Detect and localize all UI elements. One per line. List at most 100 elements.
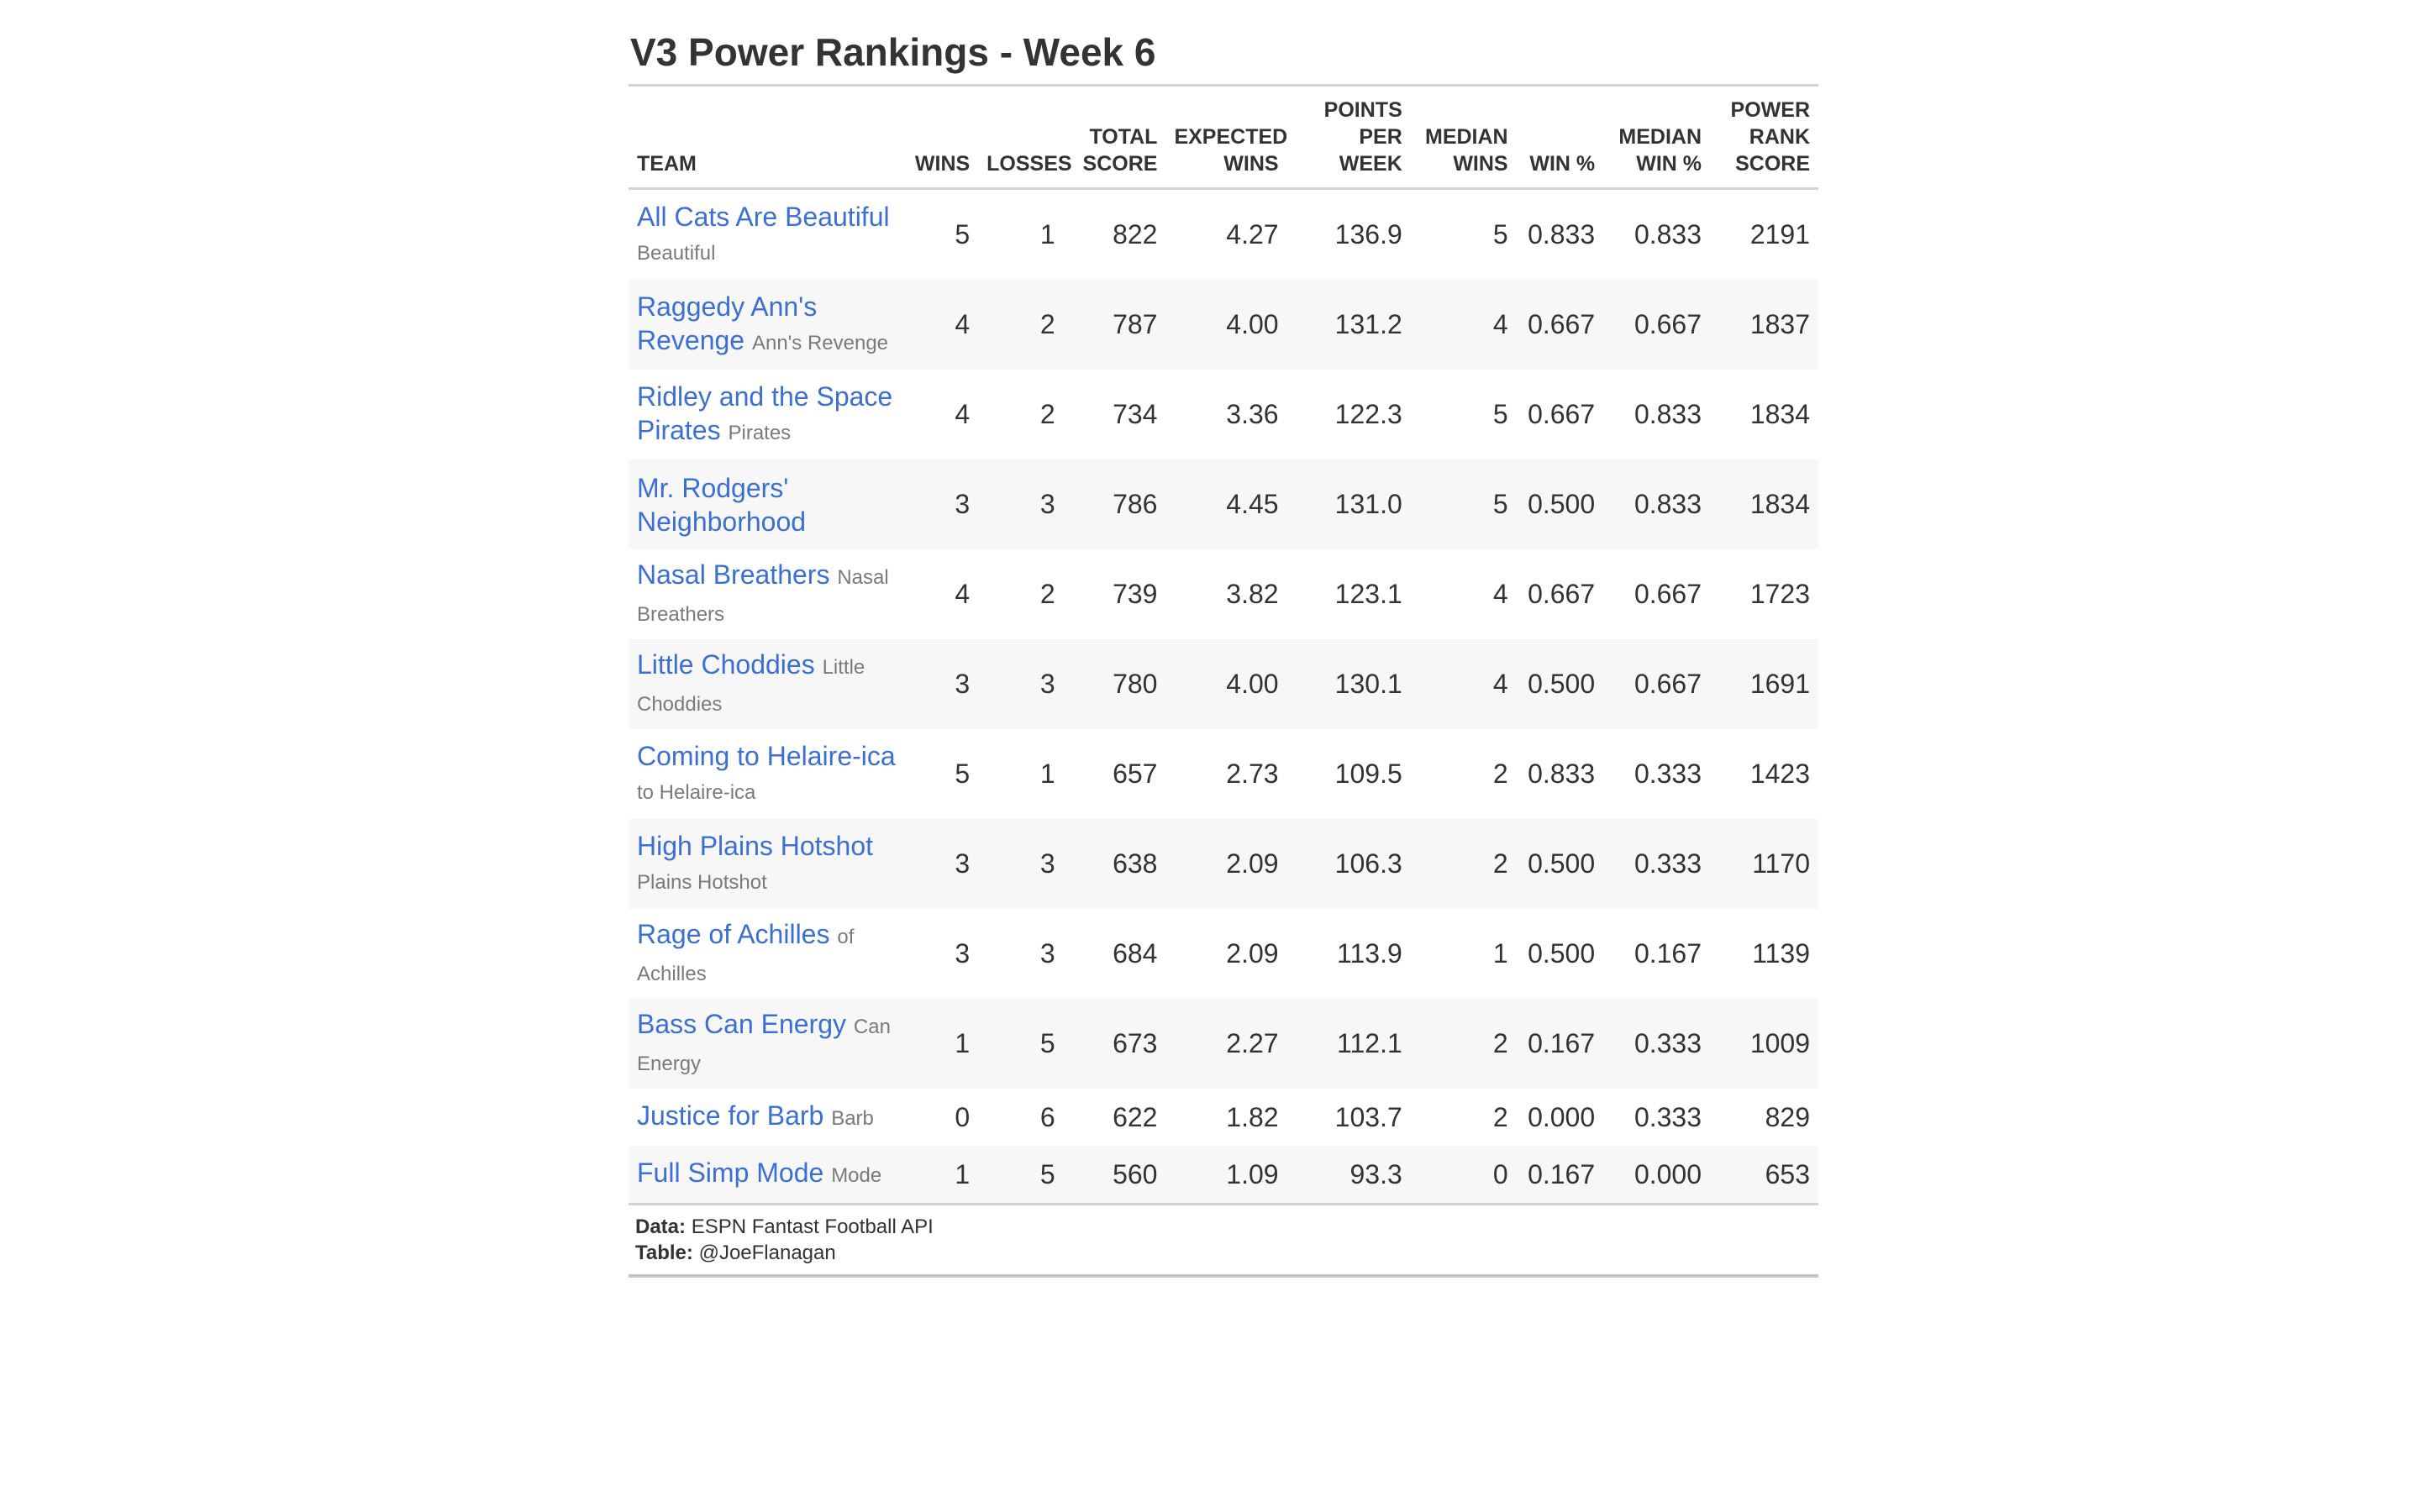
team-link[interactable]: Ridley and the Space Pirates	[637, 381, 893, 445]
cell-power-rank-score: 1837	[1710, 280, 1818, 370]
col-header-team[interactable]: TEAM	[629, 85, 907, 190]
table-row: Raggedy Ann's Revenge Ann's Revenge 4 2 787…	[629, 280, 1818, 370]
team-link[interactable]: Raggedy Ann's Revenge	[637, 291, 818, 355]
col-header-median-win-pct[interactable]: MEDIAN WIN %	[1603, 85, 1711, 190]
cell-losses: 2	[1039, 579, 1055, 609]
team-link[interactable]: Coming to Helaire-ica	[637, 740, 896, 771]
col-header-losses[interactable]: LOSSES	[978, 85, 1072, 190]
cell-power-rank-score: 1009	[1710, 999, 1818, 1089]
cell-expected-wins: 1.82	[1226, 1101, 1279, 1132]
cell-median-wins: 2	[1410, 999, 1517, 1089]
cell-points-per-week: 136.9	[1334, 219, 1402, 249]
cell-team: Justice for Barb Barb	[629, 1089, 907, 1146]
cell-losses: 6	[1039, 1101, 1055, 1132]
cell-wins: 5	[955, 759, 971, 789]
team-owner-label: Beautiful	[637, 241, 716, 265]
table-row: Nasal Breathers Nasal Breathers 4 2 739 3.82…	[629, 549, 1818, 639]
cell-total-score: 734	[1113, 399, 1158, 429]
col-header-median-wins[interactable]: MEDIAN WINS	[1410, 85, 1517, 190]
team-link[interactable]: Nasal Breathers	[637, 559, 830, 590]
cell-wins: 1	[906, 1146, 979, 1203]
cell-losses: 3	[978, 459, 1064, 549]
col-header-power-rank-score[interactable]: POWER RANK SCORE	[1710, 85, 1818, 190]
cell-power-rank-score: 1834	[1710, 459, 1818, 549]
cell-total-score: 739	[1113, 579, 1158, 609]
cell-median-wins: 2	[1410, 819, 1517, 909]
team-owner-label: to Helaire-ica	[637, 780, 756, 804]
cell-wins: 1	[906, 999, 979, 1089]
team-link[interactable]: Full Simp Mode	[637, 1158, 824, 1188]
source-data-line: Data: ESPN Fantast Football API	[635, 1215, 934, 1238]
table-row: Rage of Achilles of Achilles 3 3 684 2.09 113…	[629, 909, 1818, 999]
team-owner-label: Plains Hotshot	[637, 870, 767, 894]
team-link[interactable]: Mr. Rodgers' Neighborhood	[637, 472, 807, 537]
cell-points-per-week: 123.1	[1334, 579, 1402, 609]
cell-team: Rage of Achilles of Achilles	[629, 909, 907, 999]
team-link[interactable]: Little Choddies	[637, 648, 815, 680]
cell-expected-wins: 2.73	[1226, 759, 1279, 789]
cell-expected-wins: 3.82	[1226, 579, 1279, 609]
col-header-expected-wins[interactable]: EXPECTED WINS	[1165, 85, 1287, 190]
cell-win-pct: 0.500	[1516, 819, 1604, 909]
cell-median-win-pct: 0.000	[1603, 1146, 1711, 1203]
cell-expected-wins: 1.09	[1165, 1146, 1287, 1203]
cell-total-score: 638	[1063, 819, 1166, 909]
team-owner-label: Pirates	[728, 421, 792, 444]
cell-win-pct: 0.500	[1528, 938, 1596, 969]
cell-expected-wins: 3.36	[1226, 399, 1279, 429]
cell-team: Full Simp Mode Mode	[629, 1146, 907, 1203]
cell-losses: 2	[978, 280, 1064, 370]
cell-points-per-week: 112.1	[1286, 999, 1411, 1089]
cell-expected-wins: 4.45	[1165, 459, 1287, 549]
team-link[interactable]: Rage of Achilles	[637, 918, 830, 949]
page-title: V3 Power Rankings - Week 6	[630, 30, 1156, 74]
cell-median-wins: 5	[1492, 399, 1508, 429]
table-source-note: Data: ESPN Fantast Football API Table: @…	[629, 1203, 1818, 1278]
cell-expected-wins: 4.00	[1165, 280, 1287, 370]
cell-points-per-week: 130.1	[1286, 639, 1411, 729]
cell-losses: 2	[1039, 399, 1055, 429]
col-header-points-per-week[interactable]: POINTS PER WEEK	[1286, 85, 1411, 190]
team-link[interactable]: Justice for Barb	[637, 1100, 824, 1131]
col-header-wins[interactable]: WINS	[906, 85, 979, 190]
cell-power-rank-score: 829	[1765, 1101, 1810, 1132]
cell-losses: 1	[1039, 219, 1055, 249]
cell-points-per-week: 113.9	[1337, 938, 1402, 969]
cell-median-win-pct: 0.333	[1603, 999, 1711, 1089]
cell-win-pct: 0.500	[1516, 459, 1604, 549]
cell-wins: 4	[955, 399, 971, 429]
cell-team: Coming to Helaire-ica to Helaire-ica	[629, 729, 907, 819]
team-link[interactable]: Bass Can Energy	[637, 1008, 847, 1039]
rankings-table: TEAM WINS LOSSES TOTAL SCORE EXPECTED WINS…	[629, 84, 1818, 1203]
table-row: Mr. Rodgers' Neighborhood 3 3 786 4.45 131.0 5…	[629, 459, 1818, 549]
cell-median-wins: 2	[1492, 1101, 1508, 1132]
cell-wins: 3	[906, 459, 979, 549]
cell-median-win-pct: 0.333	[1634, 1101, 1702, 1132]
table-row: Little Choddies Little Choddies 3 3 780 4.00…	[629, 639, 1818, 729]
cell-median-win-pct: 0.667	[1603, 280, 1711, 370]
team-owner-label: Nasal Breathers	[637, 565, 889, 626]
cell-median-wins: 4	[1410, 280, 1517, 370]
cell-points-per-week: 131.0	[1286, 459, 1411, 549]
cell-points-per-week: 103.7	[1334, 1101, 1402, 1132]
cell-total-score: 622	[1113, 1101, 1158, 1132]
cell-win-pct: 0.167	[1516, 1146, 1604, 1203]
col-header-win-pct[interactable]: WIN %	[1516, 85, 1604, 190]
cell-win-pct: 0.667	[1528, 579, 1596, 609]
team-link[interactable]: High Plains Hotshot	[637, 830, 874, 861]
cell-median-win-pct: 0.833	[1603, 459, 1711, 549]
cell-median-win-pct: 0.333	[1603, 819, 1711, 909]
table-row: Full Simp Mode Mode 1 5 560 1.09 93.3 0 0.167 0.…	[629, 1146, 1818, 1203]
cell-wins: 4	[955, 579, 971, 609]
cell-power-rank-score: 1691	[1710, 639, 1818, 729]
cell-team: Little Choddies Little Choddies	[629, 639, 907, 729]
cell-median-win-pct: 0.667	[1603, 639, 1711, 729]
cell-power-rank-score: 1139	[1752, 938, 1810, 969]
cell-points-per-week: 106.3	[1286, 819, 1411, 909]
table-row: Ridley and the Space Pirates Pirates 4 2 73…	[629, 370, 1818, 459]
header-row: TEAM WINS LOSSES TOTAL SCORE EXPECTED WINS…	[629, 85, 1818, 190]
cell-median-wins: 5	[1492, 219, 1508, 249]
col-header-total-score[interactable]: TOTAL SCORE	[1063, 85, 1166, 190]
team-link[interactable]: All Cats Are Beautiful	[637, 201, 890, 232]
cell-total-score: 657	[1113, 759, 1158, 789]
